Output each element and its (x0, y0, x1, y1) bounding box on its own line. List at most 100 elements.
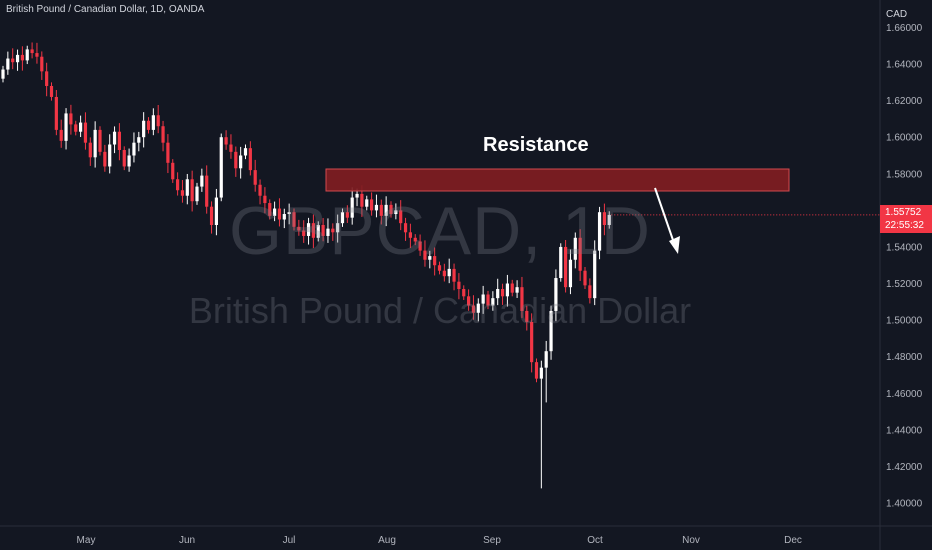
price-tick: 1.48000 (886, 352, 923, 363)
name-watermark: British Pound / Canadian Dollar (188, 290, 692, 331)
candle-body (142, 120, 146, 138)
candle-body (496, 289, 500, 299)
candle-body (515, 287, 519, 293)
candle-body (602, 212, 606, 225)
last-price: 1.55752 (885, 207, 922, 218)
candle-body (413, 237, 417, 242)
candle-body (15, 54, 20, 63)
candle-body (510, 283, 514, 293)
price-tick: 1.52000 (886, 279, 923, 290)
candle-body (88, 142, 92, 158)
candle-body (273, 208, 277, 216)
candle-body (253, 170, 257, 185)
candle-body (190, 179, 194, 202)
time-axis[interactable]: May Jun Jul Aug Sep Oct Nov Dec (77, 535, 802, 546)
candle-body (268, 203, 272, 216)
resistance-zone (325, 168, 790, 192)
candle-body (399, 210, 403, 224)
candle-body (593, 250, 597, 299)
symbol-watermark: GBPCAD, 1D (229, 193, 651, 269)
candle-body (544, 351, 548, 368)
candle-body (331, 228, 335, 233)
candle-body (258, 184, 262, 196)
candle-body (214, 197, 218, 225)
candle-body (1, 69, 5, 79)
candle-body (224, 137, 228, 145)
candle-body (607, 214, 611, 225)
price-tick: 1.44000 (886, 425, 923, 436)
candle-body (234, 151, 238, 169)
time-tick: Jul (283, 535, 296, 546)
candle-body (20, 54, 24, 61)
candle-body (282, 214, 286, 220)
candle-body (64, 113, 68, 141)
price-tick: 1.46000 (886, 389, 923, 400)
candle-body (180, 190, 185, 196)
price-tick: 1.62000 (886, 96, 923, 107)
candle-body (292, 212, 296, 227)
candle-body (462, 289, 466, 297)
price-tick: 1.42000 (886, 462, 923, 473)
price-tick: 1.64000 (886, 60, 923, 71)
candle-body (185, 179, 189, 196)
candle-body (350, 197, 354, 218)
currency-label: CAD (886, 9, 908, 20)
candle-body (471, 305, 476, 313)
price-tick: 1.40000 (886, 499, 923, 510)
candle-body (311, 223, 315, 238)
candle-body (146, 120, 151, 130)
time-tick: Sep (483, 535, 501, 546)
candle-body (539, 367, 543, 379)
time-tick: Oct (587, 535, 603, 546)
candle-body (583, 270, 587, 286)
candle-body (326, 228, 330, 236)
candle-body (176, 179, 180, 191)
candle-body (433, 256, 437, 266)
candle-body (161, 126, 165, 143)
candle-body (481, 294, 485, 304)
candle-body (302, 230, 306, 236)
candle-body (248, 148, 252, 171)
candle-body (108, 144, 112, 167)
candle-body (166, 142, 170, 163)
candle-body (384, 204, 388, 216)
price-axis[interactable]: 1.660001.640001.620001.600001.580001.560… (886, 23, 923, 510)
last-price-tag: 1.55752 22:55:32 (880, 205, 932, 233)
candle-body (360, 193, 364, 207)
candle-body (316, 224, 320, 238)
candle-body (321, 224, 325, 236)
candle-body (277, 208, 282, 220)
candle-body (11, 58, 15, 63)
candle-body (355, 193, 359, 198)
candle-body (205, 175, 209, 207)
candle-body (243, 148, 248, 156)
candle-body (559, 246, 563, 279)
candle-body (156, 115, 160, 127)
symbol-title[interactable]: British Pound / Canadian Dollar, 1D, OAN… (6, 4, 205, 15)
candle-body (306, 223, 311, 236)
candle-body (345, 212, 349, 218)
candle-body (171, 162, 175, 180)
candle-body (457, 281, 461, 290)
price-tick: 1.60000 (886, 133, 923, 144)
candle-body (151, 115, 155, 130)
bar-countdown: 22:55:32 (885, 220, 924, 231)
candle-body (122, 150, 126, 167)
time-tick: Jun (179, 535, 195, 546)
price-tick: 1.66000 (886, 23, 923, 34)
candle-body (35, 53, 39, 57)
candle-body (525, 310, 529, 322)
candle-body (500, 289, 505, 297)
price-tick: 1.58000 (886, 169, 923, 180)
candles-layer (1, 42, 880, 489)
candle-body (219, 137, 223, 198)
candle-body (403, 223, 408, 233)
candle-body (365, 199, 369, 207)
candle-body (374, 204, 379, 211)
candle-body (132, 142, 136, 156)
candle-body (127, 155, 131, 167)
candle-body (370, 199, 374, 211)
candle-body (93, 129, 97, 158)
candle-body (49, 85, 54, 97)
